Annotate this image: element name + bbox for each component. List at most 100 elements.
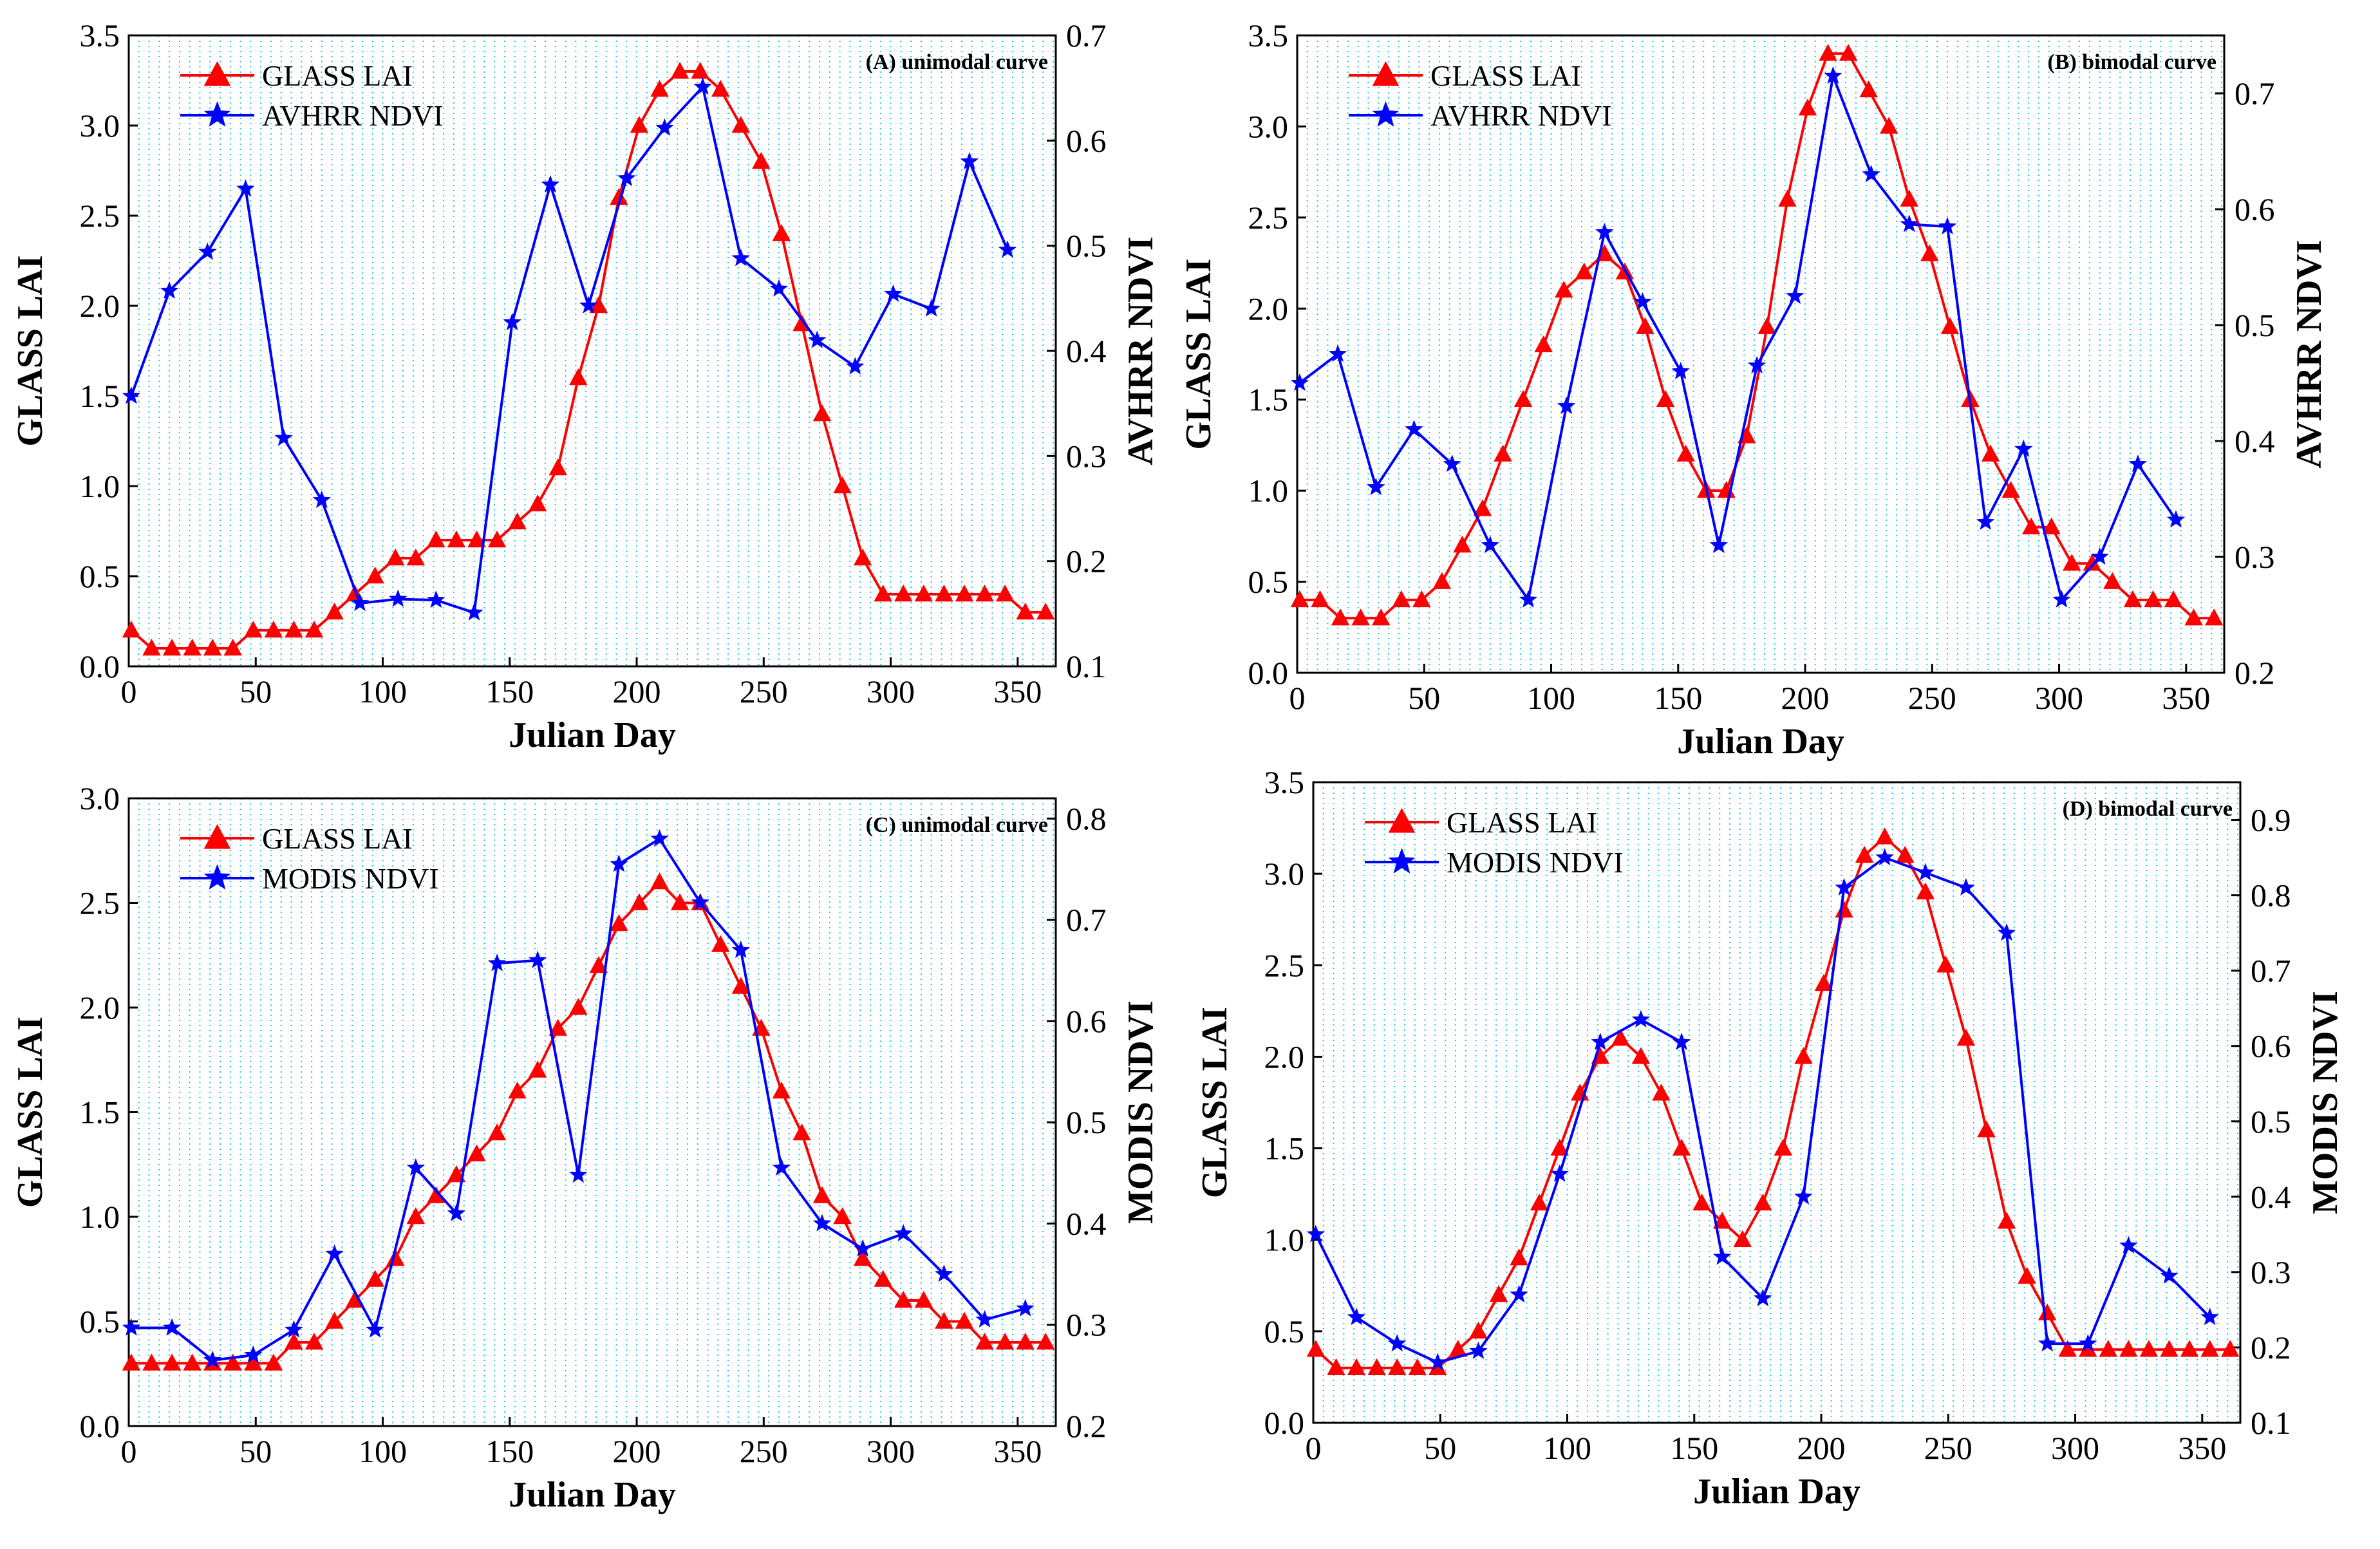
star-marker: [465, 603, 483, 621]
y2-tick-label: 0.7: [1066, 17, 1107, 53]
triangle-marker: [1327, 1358, 1345, 1375]
star-marker: [731, 940, 751, 958]
legend: GLASS LAI AVHRR NDVI: [180, 59, 444, 132]
triangle-marker: [1712, 1212, 1732, 1229]
x-tick-label: 200: [613, 673, 661, 709]
star-marker: [960, 152, 979, 170]
triangle-marker: [2139, 1340, 2159, 1357]
series-line: [130, 70, 1046, 650]
triangle-marker: [406, 1207, 426, 1225]
legend-star-marker: [1388, 848, 1416, 874]
triangle-marker: [955, 1311, 974, 1329]
star-marker: [812, 1214, 832, 1232]
legend-label: AVHRR NDVI: [262, 99, 444, 132]
y-tick-label: 0.0: [1264, 1405, 1305, 1441]
triangle-marker: [1311, 590, 1329, 608]
y2-tick-label: 0.4: [1066, 1205, 1107, 1241]
triangle-marker: [325, 1311, 344, 1329]
triangle-marker: [122, 1353, 141, 1371]
triangle-marker: [1611, 1029, 1630, 1046]
star-marker: [366, 1320, 384, 1338]
triangle-marker: [528, 1060, 547, 1078]
legend: GLASS LAI MODIS NDVI: [180, 822, 439, 895]
y2-axis-title: MODIS NDVI: [1121, 1000, 1161, 1224]
triangle-marker: [935, 1311, 953, 1329]
triangle-marker: [2058, 1340, 2077, 1357]
triangle-marker: [1757, 317, 1777, 334]
star-marker: [610, 854, 628, 872]
legend: GLASS LAI AVHRR NDVI: [1349, 59, 1612, 132]
y-tick-label: 0.0: [1248, 655, 1289, 691]
x-tick-label: 200: [613, 1433, 661, 1469]
y-tick-label: 1.5: [80, 378, 120, 414]
triangle-marker: [2200, 1340, 2219, 1357]
star-marker: [1875, 848, 1894, 866]
y2-tick-label: 0.6: [2251, 1028, 2291, 1064]
y2-tick-label: 0.8: [1066, 800, 1107, 836]
star-marker: [1900, 214, 1919, 232]
plot-frame: [1296, 34, 2225, 674]
legend-label: AVHRR NDVI: [1430, 99, 1612, 132]
chart-panel-d: 0 50 100 150 200 250 300 350 0.0 0.5 1.0 1.5 2.0 2.5 3…: [1195, 764, 2345, 1512]
star-marker: [1519, 590, 1538, 608]
triangle-marker: [853, 1249, 872, 1266]
triangle-marker: [1554, 281, 1573, 298]
star-marker: [1997, 923, 2016, 941]
star-marker: [1387, 1334, 1407, 1352]
series-line: [1299, 52, 2215, 620]
triangle-marker: [2103, 572, 2122, 589]
triangle-marker: [1676, 444, 1695, 462]
triangle-marker: [1692, 1193, 1711, 1211]
triangle-marker: [650, 80, 669, 97]
x-tick-label: 200: [1797, 1430, 1846, 1466]
star-marker: [894, 1224, 913, 1242]
triangle-marker: [1936, 955, 1955, 973]
triangle-marker: [386, 549, 405, 566]
triangle-marker: [1387, 1358, 1407, 1375]
triangle-marker: [1429, 1358, 1447, 1375]
triangle-marker: [1432, 572, 1452, 589]
star-marker: [447, 1203, 466, 1221]
y-tick-label: 3.0: [1248, 108, 1289, 144]
triangle-marker: [1900, 189, 1919, 207]
y-tick-label: 3.0: [80, 780, 120, 816]
legend-triangle-marker: [203, 824, 231, 849]
y2-tick-label: 0.3: [1066, 438, 1107, 474]
triangle-marker: [1940, 317, 1960, 334]
triangle-marker: [528, 494, 547, 512]
triangle-marker: [1408, 1358, 1427, 1375]
y2-axis-title: AVHRR NDVI: [2289, 239, 2329, 468]
triangle-marker: [955, 585, 974, 602]
x-tick-label: 250: [740, 1433, 788, 1469]
legend-triangle-marker: [1372, 61, 1400, 86]
x-tick-label: 100: [1543, 1430, 1591, 1466]
y2-tick-label: 0.5: [2235, 307, 2275, 343]
y2-tick-label: 0.7: [2235, 75, 2275, 111]
star-marker: [2052, 590, 2071, 608]
star-marker: [2090, 547, 2109, 565]
star-marker: [1709, 536, 1729, 554]
triangle-marker: [1290, 590, 1309, 608]
y-axis-title: GLASS LAI: [10, 255, 50, 446]
triangle-marker: [874, 1270, 892, 1287]
star-marker: [807, 330, 827, 348]
star-marker: [160, 281, 179, 299]
star-marker: [1956, 878, 1976, 896]
series-line: [1298, 75, 2177, 601]
star-marker: [2160, 1266, 2179, 1284]
triangle-marker: [183, 1353, 201, 1371]
star-marker: [1405, 420, 1423, 438]
star-marker: [541, 174, 560, 193]
star-marker: [772, 1158, 791, 1176]
y-tick-label: 2.5: [1264, 947, 1305, 983]
triangle-marker: [772, 224, 791, 241]
triangle-marker: [1814, 973, 1833, 991]
triangle-marker: [122, 621, 141, 638]
triangle-marker: [1656, 390, 1675, 407]
x-tick-label: 50: [239, 1433, 272, 1469]
star-marker: [528, 950, 547, 968]
star-marker: [1824, 66, 1842, 84]
panel-title: (B) bimodal curve: [2047, 50, 2216, 74]
series-glass-lai: [122, 62, 1055, 656]
triangle-marker: [670, 62, 689, 79]
